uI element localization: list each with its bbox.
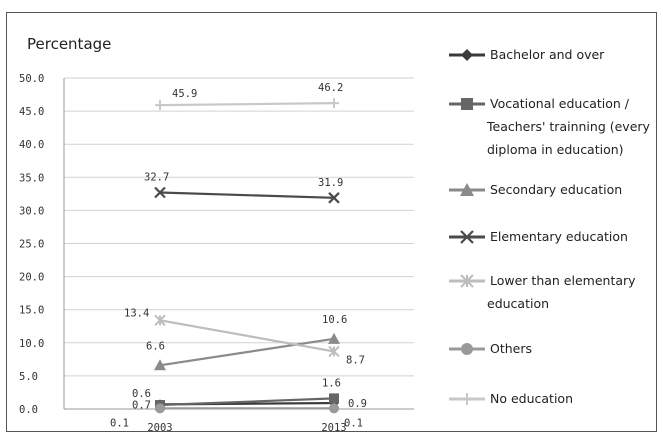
legend-item: Others — [449, 341, 532, 356]
data-label: 0.1 — [344, 417, 363, 429]
y-axis-label: Percentage — [27, 35, 111, 53]
series-vocational-education-teachers-trainning-every-diploma-in-education: 0.6 1.6 — [132, 377, 341, 411]
series-elementary-education: 32.7 31.9 — [144, 172, 343, 204]
data-point — [461, 98, 473, 110]
legend-label: No education — [490, 391, 573, 406]
x-tick-label: 2003 — [147, 422, 172, 433]
data-point — [154, 314, 166, 326]
gridlines — [63, 77, 414, 410]
y-tick-label: 25.0 — [19, 239, 44, 251]
data-label: 10.6 — [322, 314, 347, 326]
data-point — [329, 403, 339, 414]
series-line — [159, 337, 335, 367]
data-point — [461, 393, 473, 405]
data-point — [328, 345, 340, 358]
y-tick-label: 40.0 — [19, 139, 44, 151]
data-point — [155, 100, 165, 111]
legend-label: Others — [490, 341, 532, 356]
legend-label: Bachelor and over — [490, 47, 605, 62]
legend-label: Elementary education — [490, 229, 628, 244]
y-tick-label: 30.0 — [19, 205, 44, 217]
plot-area: 0.7 0.90.61.66.610.632.7 31.913.48.70.1 0.1… — [110, 82, 367, 429]
data-label: 31.9 — [318, 177, 343, 189]
series-others: 0.1 0.1 — [110, 403, 363, 429]
y-tick-label: 45.0 — [19, 106, 44, 118]
legend: Bachelor and over Vocational education / T… — [449, 47, 651, 406]
legend-item: Vocational education / Teachers' trainnin… — [449, 96, 651, 157]
y-tick-label: 0.0 — [19, 404, 38, 416]
data-point — [329, 98, 339, 109]
data-point — [154, 359, 166, 371]
data-point — [460, 274, 474, 288]
data-point — [329, 393, 339, 404]
legend-item: Elementary education — [449, 229, 628, 244]
data-label: 46.2 — [318, 82, 343, 94]
data-label: 8.7 — [346, 354, 365, 366]
legend-item: Lower than elementary education — [449, 273, 636, 311]
data-label: 0.6 — [132, 388, 151, 400]
data-label: 45.9 — [172, 88, 197, 100]
data-point — [154, 186, 166, 199]
data-label: 0.9 — [348, 398, 367, 410]
data-label: 0.1 — [110, 417, 129, 429]
legend-item: Secondary education — [449, 182, 622, 197]
series-lower-than-elementary-education: 13.4 8.7 — [124, 307, 365, 366]
y-tick-label: 50.0 — [19, 73, 44, 85]
chart-frame: Percentage 0.0 5.0 10.0 15.0 20.0 25.0 30.0 35.… — [6, 12, 657, 433]
series-no-education: 45.9 46.2 — [155, 82, 343, 111]
data-point — [460, 183, 474, 196]
data-label: 6.6 — [146, 340, 165, 352]
y-tick-labels: 0.0 5.0 10.0 15.0 20.0 25.0 30.0 35.0 40.0 45.0 50… — [19, 73, 44, 416]
data-point — [461, 49, 473, 61]
data-point — [328, 192, 340, 204]
legend-label: Lower than elementary education — [487, 273, 636, 311]
data-label: 0.7 — [132, 399, 151, 411]
y-tick-label: 20.0 — [19, 272, 44, 284]
series-secondary-education: 6.6 10.6 — [146, 314, 347, 371]
legend-item: No education — [449, 391, 573, 406]
y-tick-label: 5.0 — [19, 371, 38, 383]
y-tick-label: 10.0 — [19, 338, 44, 350]
data-label: 13.4 — [124, 307, 149, 319]
series-line — [159, 397, 335, 407]
data-point — [461, 343, 473, 355]
data-point — [155, 403, 165, 414]
series-line — [159, 319, 335, 353]
data-point — [460, 230, 474, 244]
x-tick-labels: 2003 2013 — [147, 422, 346, 433]
y-tick-label: 15.0 — [19, 305, 44, 317]
x-tick-label: 2013 — [321, 422, 346, 433]
data-label: 1.6 — [322, 377, 341, 389]
y-tick-label: 35.0 — [19, 172, 44, 184]
legend-item: Bachelor and over — [449, 47, 605, 62]
series-line — [159, 102, 335, 107]
data-point — [328, 332, 340, 344]
legend-label: Vocational education / Teachers' trainnin… — [486, 96, 651, 157]
data-label: 32.7 — [144, 172, 169, 184]
legend-label: Secondary education — [490, 182, 622, 197]
series-line — [159, 191, 335, 199]
line-chart: Percentage 0.0 5.0 10.0 15.0 20.0 25.0 30.0 35.… — [19, 35, 651, 433]
